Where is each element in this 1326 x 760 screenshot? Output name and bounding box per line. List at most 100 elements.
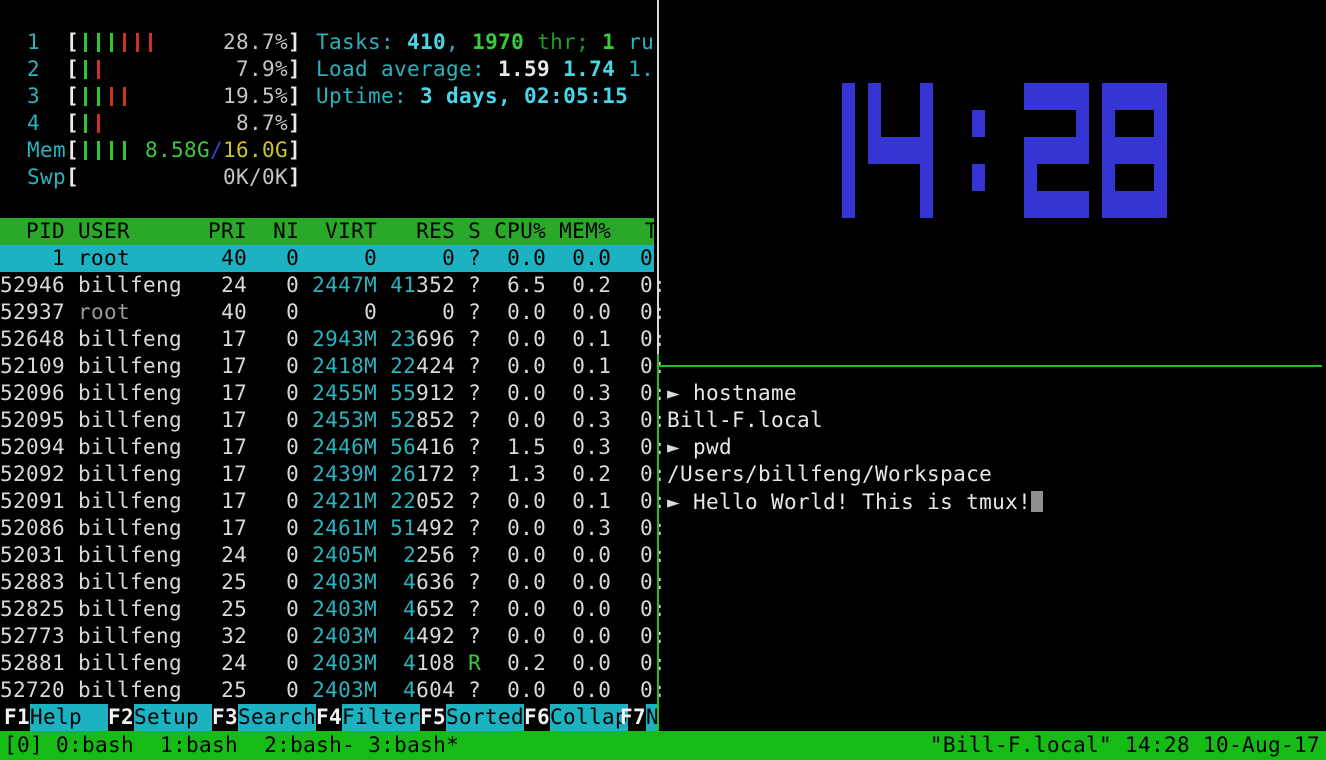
htop-pane[interactable]: 1[28.7%] 2[7.9%] 3[19.5%] 4[8.7%] Mem[8.58G/… <box>0 0 667 731</box>
clock-pixel <box>1141 83 1154 110</box>
process-row-52937[interactable]: 52937 root 40 0 0 0 ? 0.0 0.0 0: <box>0 300 667 324</box>
clock-pixel <box>1063 83 1076 110</box>
meter-mem: Mem[8.58G/16.0G] <box>27 138 302 162</box>
terminal-line: ► Hello World! This is tmux! <box>667 488 1044 515</box>
htop-function-bar: F1Help F2Setup F3Search F4Filter F5Sorted F… <box>0 704 657 731</box>
clock-pixel <box>1037 191 1050 218</box>
fnkey-f2-setup[interactable]: F2Setup <box>108 704 213 731</box>
clock-pixel <box>881 137 894 164</box>
fnkey-label: F7 <box>620 705 647 729</box>
process-row-52091[interactable]: 52091 billfeng 17 0 2421M 22052 ? 0.0 0.… <box>0 489 667 513</box>
process-row-1[interactable]: 1 root 40 0 0 0 ? 0.0 0.0 0: <box>0 245 667 272</box>
process-table-header[interactable]: PID USER PRI NI VIRT RES S CPU% MEM% T <box>0 218 659 245</box>
process-row-52109[interactable]: 52109 billfeng 17 0 2418M 22424 ? 0.0 0.… <box>0 354 667 378</box>
meter-bar <box>97 141 100 160</box>
active-pane-border-horizontal[interactable] <box>659 365 1322 367</box>
fnkey-action: Collap <box>550 704 629 731</box>
tmux-window-1[interactable]: 1:bash <box>160 733 265 757</box>
fnkey-f3-search[interactable]: F3Search <box>212 704 317 731</box>
meter-value: 19.5% <box>222 84 288 108</box>
meter-value: 28.7% <box>222 30 288 54</box>
prompt-icon: ► <box>667 381 694 405</box>
terminal-line: ► hostname <box>667 381 798 405</box>
clock-pixel <box>1063 191 1076 218</box>
meter-bar <box>84 141 87 160</box>
clock-pixel <box>1154 137 1167 164</box>
meter-bar <box>110 141 113 160</box>
tmux-status-right: "Bill-F.local" 14:28 10-Aug-17 <box>929 733 1320 757</box>
process-row-52095[interactable]: 52095 billfeng 17 0 2453M 52852 ? 0.0 0.… <box>0 408 667 432</box>
meter-bar <box>123 87 126 106</box>
meter-bar <box>97 60 100 79</box>
fnkey-f4-filter[interactable]: F4Filter <box>316 704 421 731</box>
terminal-line: ► pwd <box>667 435 733 459</box>
meter-label: 2 <box>27 57 41 81</box>
meter-bar <box>136 33 139 52</box>
meter-bar <box>110 87 113 106</box>
clock-pixel <box>1154 83 1167 110</box>
fnkey-label: F2 <box>108 705 135 729</box>
process-row-52031[interactable]: 52031 billfeng 24 0 2405M 2256 ? 0.0 0.0… <box>0 543 667 567</box>
fnkey-f7-n[interactable]: F7N <box>620 704 657 731</box>
shell-pane[interactable]: ► hostname Bill-F.local ► pwd/Users/billfe… <box>663 367 1326 731</box>
process-row-52094[interactable]: 52094 billfeng 17 0 2446M 56416 ? 1.5 0.… <box>0 435 667 459</box>
process-row-52086[interactable]: 52086 billfeng 17 0 2461M 51492 ? 0.0 0.… <box>0 516 667 540</box>
clock-pixel <box>920 164 933 191</box>
meter-label: 4 <box>27 111 41 135</box>
fnkey-label: F5 <box>420 705 447 729</box>
tmux-window-2[interactable]: 2:bash- <box>264 733 369 757</box>
process-row-52092[interactable]: 52092 billfeng 17 0 2439M 26172 ? 1.3 0.… <box>0 462 667 486</box>
fnkey-label: F3 <box>212 705 239 729</box>
clock-pixel <box>1115 83 1128 110</box>
clock-pixel <box>1037 83 1050 110</box>
meter-bar <box>84 87 87 106</box>
clock-pixel <box>1076 191 1089 218</box>
clock-pixel <box>1154 164 1167 191</box>
clock-pixel <box>868 83 881 110</box>
meter-cpu3: 3[19.5%] <box>27 84 302 108</box>
clock-pixel <box>1102 110 1115 137</box>
meter-bar <box>97 114 100 133</box>
tmux-clock-pane[interactable] <box>663 0 1326 365</box>
meter-bar <box>149 33 152 52</box>
tmux-window-0[interactable]: 0:bash <box>56 733 161 757</box>
prompt-icon: ► <box>667 435 694 459</box>
clock-pixel <box>1128 83 1141 110</box>
clock-pixel <box>920 191 933 218</box>
meter-bar <box>110 33 113 52</box>
terminal-line: /Users/billfeng/Workspace <box>667 462 993 486</box>
clock-pixel <box>1024 137 1037 164</box>
process-row-52883[interactable]: 52883 billfeng 25 0 2403M 4636 ? 0.0 0.0… <box>0 570 667 594</box>
clock-pixel <box>1076 110 1089 137</box>
fnkey-f5-sorted[interactable]: F5Sorted <box>420 704 525 731</box>
process-row-52773[interactable]: 52773 billfeng 32 0 2403M 4492 ? 0.0 0.0… <box>0 624 667 648</box>
meter-label: 1 <box>27 30 41 54</box>
fnkey-f6-collap[interactable]: F6Collap <box>524 704 629 731</box>
process-row-52946[interactable]: 52946 billfeng 24 0 2447M 41352 ? 6.5 0.… <box>0 273 667 297</box>
fnkey-f1-help[interactable]: F1Help <box>4 704 109 731</box>
fnkey-label: F1 <box>4 705 31 729</box>
active-pane-border-vertical[interactable] <box>657 354 659 731</box>
meter-bar <box>84 114 87 133</box>
pane-divider-vertical[interactable] <box>657 0 659 354</box>
meter-label: 3 <box>27 84 41 108</box>
process-row-52096[interactable]: 52096 billfeng 17 0 2455M 55912 ? 0.0 0.… <box>0 381 667 405</box>
fnkey-label: F4 <box>316 705 343 729</box>
clock-pixel <box>1024 83 1037 110</box>
clock-pixel <box>894 137 907 164</box>
meter-value: 0K/0K <box>222 165 288 189</box>
meter-bar <box>123 33 126 52</box>
clock-pixel <box>842 137 855 164</box>
process-row-52648[interactable]: 52648 billfeng 17 0 2943M 23696 ? 0.0 0.… <box>0 327 667 351</box>
fnkey-action: N <box>646 704 657 731</box>
clock-pixel <box>1115 137 1128 164</box>
tmux-window-3[interactable]: 3:bash* <box>368 733 460 757</box>
process-row-52825[interactable]: 52825 billfeng 25 0 2403M 4652 ? 0.0 0.0… <box>0 597 667 621</box>
clock-pixel <box>972 110 985 137</box>
clock-pixel <box>920 110 933 137</box>
fnkey-action: Help <box>30 704 109 731</box>
process-row-52881[interactable]: 52881 billfeng 24 0 2403M 4108 R 0.2 0.0… <box>0 651 667 675</box>
process-row-52720[interactable]: 52720 billfeng 25 0 2403M 4604 ? 0.0 0.0… <box>0 678 667 702</box>
clock-pixel <box>842 164 855 191</box>
